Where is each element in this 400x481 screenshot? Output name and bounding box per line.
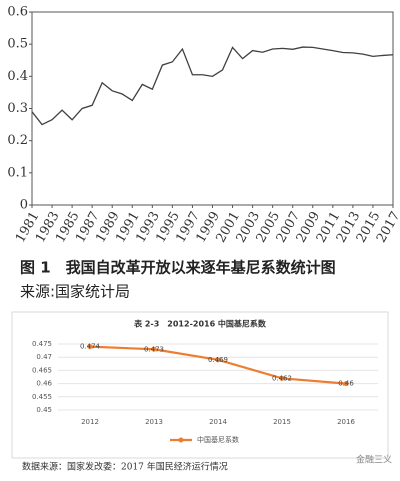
y-tick-label: 0.2 bbox=[7, 133, 28, 148]
y-tick-label: 0.5 bbox=[7, 37, 28, 52]
chart-title: 表 2-3 2012-2016 中国基尼系数 bbox=[133, 319, 267, 329]
y-tick-label: 0.475 bbox=[32, 340, 52, 348]
x-tick-label: 2013 bbox=[145, 418, 163, 426]
y-tick-label: 0.3 bbox=[7, 101, 28, 116]
data-label: 0.46 bbox=[338, 380, 354, 388]
data-point bbox=[279, 375, 285, 381]
y-tick-label: 0.46 bbox=[36, 380, 52, 388]
figure-source: 来源:国家统计局 bbox=[20, 283, 130, 301]
data-point bbox=[215, 357, 221, 363]
x-tick-label: 2012 bbox=[81, 418, 99, 426]
y-tick-label: 0.455 bbox=[32, 393, 52, 401]
data-label: 0.474 bbox=[80, 343, 101, 351]
data-point bbox=[151, 346, 157, 352]
x-tick-label: 2015 bbox=[273, 418, 291, 426]
y-tick-label: 0 bbox=[20, 198, 28, 213]
data-label: 0.462 bbox=[272, 374, 292, 382]
data-point bbox=[343, 381, 349, 387]
y-tick-label: 0.47 bbox=[36, 353, 52, 361]
legend-label: 中国基尼系数 bbox=[197, 435, 239, 444]
legend-marker bbox=[178, 437, 184, 443]
data-label: 0.469 bbox=[208, 356, 228, 364]
data-source: 数据来源：国家发改委：2017 年国民经济运行情况 bbox=[22, 461, 228, 473]
watermark: 金融三义 bbox=[356, 454, 392, 466]
y-tick-label: 0.45 bbox=[36, 406, 52, 414]
y-tick-label: 0.6 bbox=[7, 5, 28, 20]
y-tick-label: 0.4 bbox=[7, 69, 28, 84]
data-line bbox=[31, 46, 394, 126]
x-tick-label: 2016 bbox=[337, 418, 355, 426]
y-tick-label: 0.1 bbox=[7, 165, 28, 180]
y-tick-label: 0.465 bbox=[32, 366, 52, 374]
data-label: 0.473 bbox=[144, 345, 164, 353]
x-tick-label: 2014 bbox=[209, 418, 227, 426]
data-point bbox=[87, 344, 93, 350]
chart-frame bbox=[11, 311, 389, 459]
figure-caption: 图 1 我国自改革开放以来逐年基尼系数统计图 bbox=[20, 259, 336, 277]
